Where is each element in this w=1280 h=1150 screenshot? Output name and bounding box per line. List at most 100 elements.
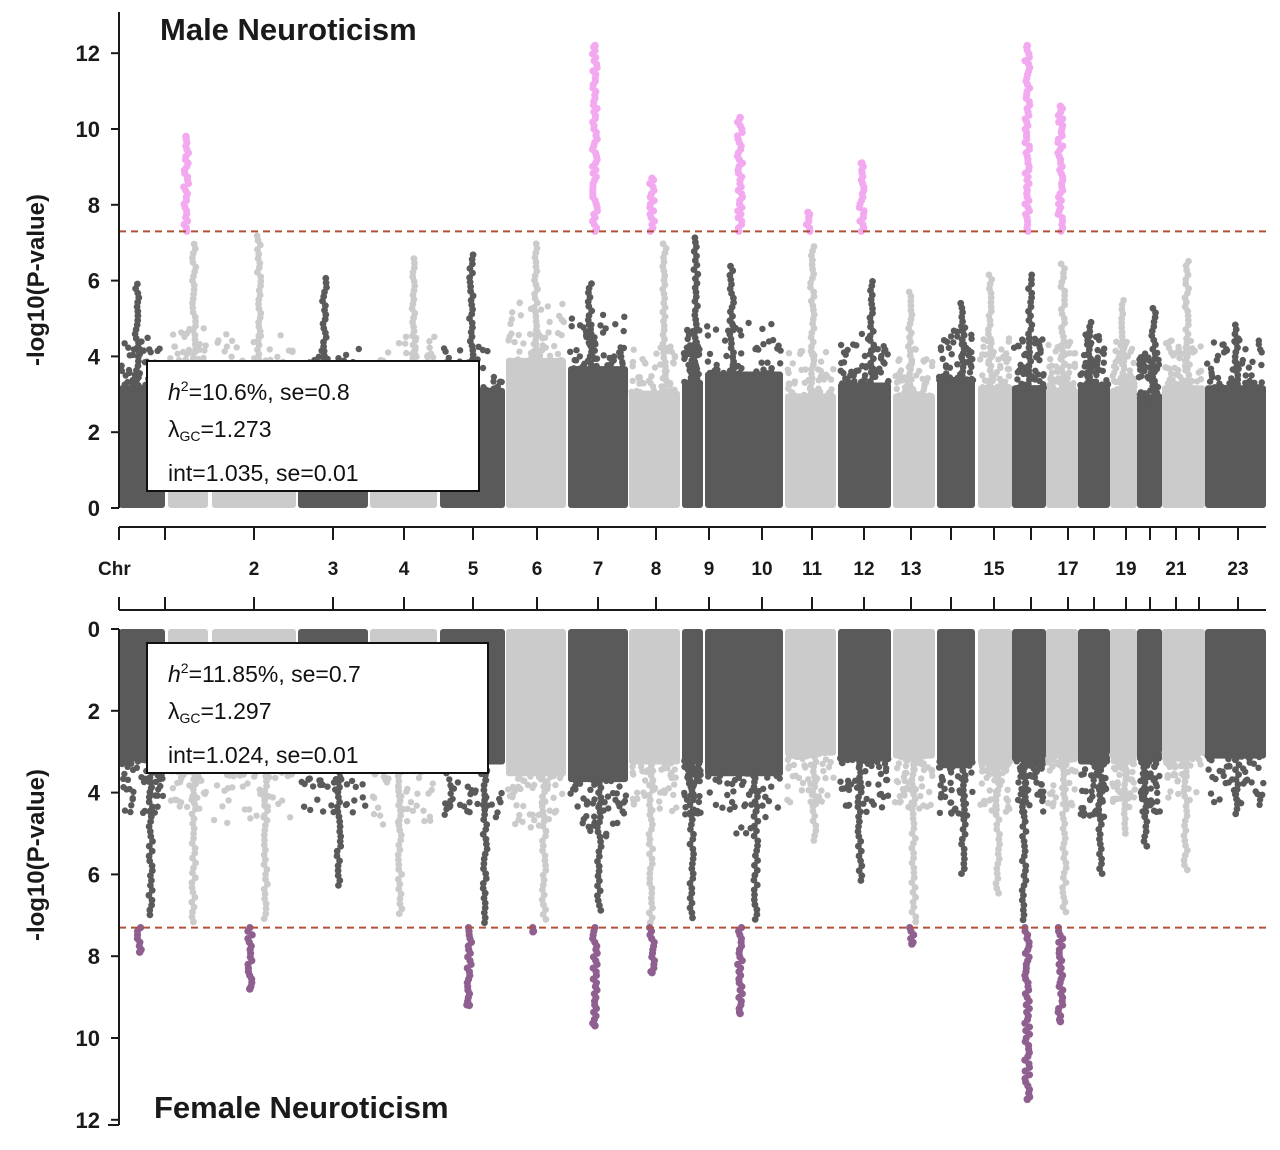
snp-point xyxy=(1147,785,1155,792)
snp-point xyxy=(1214,352,1222,360)
snp-point xyxy=(825,763,833,771)
snp-point xyxy=(1050,782,1057,789)
snp-point xyxy=(810,837,818,844)
snp-point xyxy=(1209,773,1216,781)
snp-point xyxy=(960,781,967,789)
chr-7-points xyxy=(505,240,567,508)
snp-point xyxy=(189,854,196,862)
snp-point xyxy=(261,890,269,898)
snp-point xyxy=(443,805,450,813)
snp-point xyxy=(1206,755,1213,763)
snp-point xyxy=(127,808,134,816)
chr-18-bulk xyxy=(1046,629,1078,759)
snp-point xyxy=(785,380,793,387)
snp-point xyxy=(1204,360,1211,367)
snp-point xyxy=(1220,349,1228,356)
chr-17-bulk xyxy=(1012,385,1046,508)
snp-point xyxy=(1176,354,1183,362)
snp-point xyxy=(448,785,456,792)
snp-point xyxy=(838,359,845,367)
snp-point xyxy=(1033,779,1040,786)
snp-point xyxy=(1112,766,1119,773)
snp-point xyxy=(253,232,261,240)
snp-point xyxy=(261,826,269,834)
snp-point xyxy=(1227,382,1234,390)
snp-point xyxy=(738,350,745,357)
snp-point xyxy=(959,786,967,794)
snp-point xyxy=(645,377,653,384)
snp-point xyxy=(1018,380,1025,387)
snp-point xyxy=(201,347,208,354)
snp-point xyxy=(785,385,792,392)
snp-point xyxy=(505,358,513,366)
snp-point xyxy=(724,791,731,799)
snp-point xyxy=(541,798,549,805)
snp-point xyxy=(171,796,179,803)
snp-point xyxy=(531,816,538,824)
snp-point xyxy=(754,857,761,864)
snp-point xyxy=(622,792,630,799)
snp-point xyxy=(758,359,765,366)
snp-point xyxy=(1183,753,1191,761)
snp-point xyxy=(1047,355,1054,363)
chr-16-points xyxy=(977,271,1013,508)
snp-point xyxy=(1066,381,1073,389)
snp-point xyxy=(1169,755,1176,762)
snp-point xyxy=(144,334,151,341)
snp-point xyxy=(636,377,644,384)
snp-point xyxy=(1098,855,1105,863)
chr-label-9: 9 xyxy=(704,559,715,580)
snp-point xyxy=(309,783,317,790)
chr-label-21: 21 xyxy=(1165,559,1187,580)
male-lambda-value: =1.273 xyxy=(200,416,272,442)
female-stats-box: h2=11.85%, se=0.7 λGC=1.297 int=1.024, s… xyxy=(146,642,489,774)
top-hit-point xyxy=(736,113,744,122)
top-hit-point xyxy=(804,208,812,217)
snp-point xyxy=(719,769,727,776)
snp-point xyxy=(938,758,946,765)
snp-point xyxy=(125,366,133,374)
snp-point xyxy=(958,870,965,877)
snp-point xyxy=(785,350,793,357)
snp-point xyxy=(138,774,145,781)
snp-point xyxy=(1065,369,1073,376)
snp-point xyxy=(908,879,916,886)
snp-point xyxy=(145,798,153,806)
snp-point xyxy=(858,783,865,791)
top-hit-point xyxy=(135,948,144,956)
chr-17-points xyxy=(1012,629,1047,1104)
snp-point xyxy=(712,366,720,373)
snp-point xyxy=(991,777,998,784)
snp-point xyxy=(918,775,925,782)
snp-point xyxy=(1061,287,1069,295)
snp-point xyxy=(1151,755,1158,762)
snp-point xyxy=(847,372,854,379)
snp-point xyxy=(402,333,410,340)
snp-point xyxy=(695,760,703,767)
snp-point xyxy=(927,801,934,809)
snp-point xyxy=(620,344,628,352)
snp-point xyxy=(1097,382,1104,390)
snp-point xyxy=(1015,343,1022,350)
chr-21-points xyxy=(1135,304,1163,508)
snp-point xyxy=(1210,339,1218,346)
snp-point xyxy=(882,776,890,784)
snp-point xyxy=(1174,366,1182,374)
snp-point xyxy=(948,351,955,358)
snp-point xyxy=(909,810,917,818)
snp-point xyxy=(540,812,548,820)
snp-point xyxy=(845,801,853,809)
snp-point xyxy=(1116,771,1123,778)
snp-point xyxy=(576,353,583,360)
snp-point xyxy=(612,321,619,328)
snp-point xyxy=(790,761,798,769)
snp-point xyxy=(811,792,819,800)
snp-point xyxy=(1098,796,1106,804)
snp-point xyxy=(857,877,865,884)
snp-point xyxy=(1162,364,1169,371)
snp-point xyxy=(759,325,766,333)
snp-point xyxy=(939,355,946,362)
snp-point xyxy=(414,790,421,797)
snp-point xyxy=(202,342,209,349)
snp-point xyxy=(384,349,392,356)
